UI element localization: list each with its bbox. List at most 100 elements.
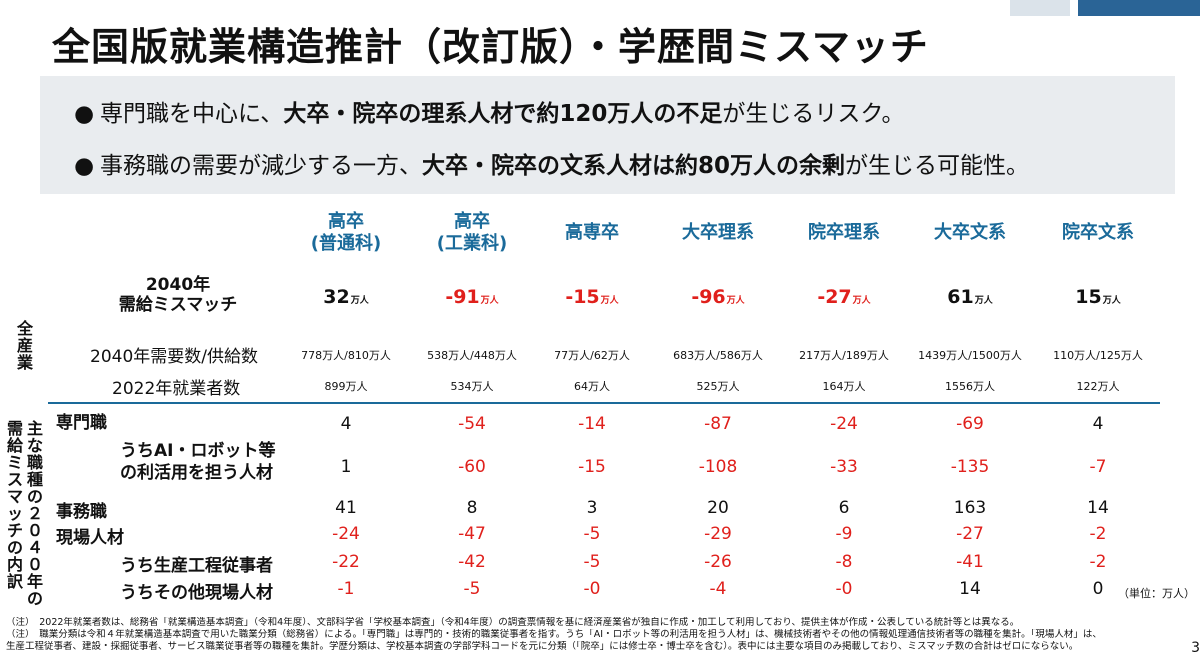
- mismatch-number: -96: [691, 286, 726, 308]
- mismatch-number: 15: [1075, 286, 1102, 308]
- table-cell-r1-hs-technical: -60: [458, 457, 486, 477]
- table-cell-r2-univ-humanities: 163: [953, 498, 987, 518]
- table-cell-r0-hs-general: 4: [340, 414, 352, 434]
- mismatch-number: -27: [817, 286, 852, 308]
- group-label-breakdown-1: 需給ミスマッチの内訳: [6, 419, 23, 591]
- mismatch-value-univ-humanities: 61万人: [910, 286, 1030, 308]
- row-label-professional: 専門職: [56, 413, 107, 433]
- mismatch-unit: 万人: [974, 296, 993, 306]
- mismatch-number: 61: [947, 286, 974, 308]
- bullet-dot-icon: ●: [74, 101, 95, 127]
- table-cell-r4-kosen: -5: [583, 552, 601, 572]
- column-header-line1: 院卒文系: [1062, 222, 1134, 243]
- employed-kosen: 64万人: [574, 380, 610, 393]
- column-header-line1: 高専卒: [565, 222, 619, 243]
- table-cell-r5-hs-technical: -5: [463, 579, 481, 599]
- table-cell-r5-kosen: -0: [583, 579, 601, 599]
- footnote-1: （注） 2022年就業者数は、総務省「就業構造基本調査」（令和4年度）、文部科学…: [6, 617, 1020, 628]
- column-header-hs-general: 高卒 (普通科): [286, 211, 406, 255]
- unit-note: （単位：万人）: [1118, 587, 1195, 600]
- demand-supply-univ-science: 683万人/586万人: [673, 349, 763, 362]
- column-header-line1: 院卒理系: [808, 222, 880, 243]
- table-cell-r3-hs-general: -24: [332, 524, 360, 544]
- table-cell-r5-grad-science: -0: [835, 579, 853, 599]
- mismatch-unit: 万人: [1102, 296, 1121, 306]
- page-number: 3: [1191, 640, 1200, 656]
- bullet-1-tail: が生じるリスク。: [722, 101, 905, 127]
- table-cell-r2-hs-general: 41: [335, 498, 357, 518]
- mismatch-value-hs-technical: -91万人: [412, 286, 532, 308]
- column-header-line1: 大卒理系: [682, 222, 754, 243]
- table-cell-r0-grad-humanities: 4: [1092, 414, 1104, 434]
- table-cell-r4-grad-humanities: -2: [1089, 552, 1107, 572]
- table-cell-r4-hs-general: -22: [332, 552, 360, 572]
- mismatch-value-kosen: -15万人: [532, 286, 652, 308]
- column-header-grad-science: 院卒理系: [784, 222, 904, 244]
- table-cell-r5-hs-general: -1: [337, 579, 355, 599]
- bullet-2-emphasis: 大卒・院卒の文系人材は約80万人の余剰: [422, 153, 846, 179]
- table-cell-r3-kosen: -5: [583, 524, 601, 544]
- row-label-field-workers: 現場人材: [56, 528, 124, 548]
- group-label-all-industry: 全産業: [16, 319, 33, 372]
- mismatch-value-grad-science: -27万人: [784, 286, 904, 308]
- table-cell-r2-grad-humanities: 14: [1087, 498, 1109, 518]
- table-cell-r2-hs-technical: 8: [466, 498, 478, 518]
- mismatch-unit: 万人: [350, 296, 369, 306]
- demand-supply-grad-humanities: 110万人/125万人: [1053, 349, 1143, 362]
- bullet-2-tail: が生じる可能性。: [845, 153, 1030, 179]
- summary-bullet-1: ● 専門職を中心に、大卒・院卒の理系人材で約120万人の不足が生じるリスク。: [74, 94, 905, 128]
- employed-hs-technical: 534万人: [450, 380, 494, 393]
- column-header-univ-science: 大卒理系: [658, 222, 778, 244]
- group-label-breakdown-2: 主な職種の２０４０年の: [26, 419, 43, 608]
- demand-supply-univ-humanities: 1439万人/1500万人: [918, 349, 1022, 362]
- mismatch-number: 32: [323, 286, 350, 308]
- mismatch-number: -15: [565, 286, 600, 308]
- column-header-kosen: 高専卒: [532, 222, 652, 244]
- summary-box: ● 専門職を中心に、大卒・院卒の理系人材で約120万人の不足が生じるリスク。 ● 事…: [40, 76, 1175, 194]
- mismatch-value-univ-science: -96万人: [658, 286, 778, 308]
- table-cell-r5-univ-humanities: 14: [959, 579, 981, 599]
- table-cell-r1-univ-science: -108: [698, 457, 738, 477]
- table-cell-r0-grad-science: -24: [830, 414, 858, 434]
- table-cell-r1-hs-general: 1: [340, 457, 352, 477]
- bullet-1-emphasis: 大卒・院卒の理系人材で約120万人の不足: [283, 101, 723, 127]
- footnote-2: （注） 職業分類は令和４年就業構造基本調査で用いた職業分類（総務省）による。「専…: [6, 629, 1102, 640]
- demand-supply-grad-science: 217万人/189万人: [799, 349, 889, 362]
- table-cell-r2-univ-science: 20: [707, 498, 729, 518]
- row-label-mismatch: 2040年 需給ミスマッチ: [108, 275, 248, 315]
- table-cell-r3-hs-technical: -47: [458, 524, 486, 544]
- column-header-line2: (工業科): [436, 233, 508, 254]
- table-cell-r1-grad-science: -33: [830, 457, 858, 477]
- employed-grad-humanities: 122万人: [1076, 380, 1120, 393]
- header-accent-bar-dark: [1078, 0, 1200, 16]
- table-cell-r2-grad-science: 6: [838, 498, 850, 518]
- mismatch-unit: 万人: [726, 296, 745, 306]
- column-header-line1: 高卒: [328, 211, 364, 232]
- row-label-mismatch-line1: 2040年: [145, 275, 211, 295]
- row-label-employed: 2022年就業者数: [112, 379, 241, 399]
- employed-hs-general: 899万人: [324, 380, 368, 393]
- demand-supply-kosen: 77万人/62万人: [554, 349, 630, 362]
- table-cell-r1-univ-humanities: -135: [950, 457, 990, 477]
- mismatch-unit: 万人: [600, 296, 619, 306]
- demand-supply-hs-technical: 538万人/448万人: [427, 349, 517, 362]
- employed-univ-science: 525万人: [696, 380, 740, 393]
- table-cell-r4-univ-science: -26: [704, 552, 732, 572]
- table-cell-r4-hs-technical: -42: [458, 552, 486, 572]
- row-label-ai-robot-line2: の利活用を担う人材: [120, 463, 273, 483]
- header-accent-bar-light: [1010, 0, 1070, 16]
- table-cell-r0-hs-technical: -54: [458, 414, 486, 434]
- row-label-demand-supply: 2040年需要数/供給数: [90, 347, 258, 367]
- table-cell-r5-grad-humanities: 0: [1092, 579, 1104, 599]
- row-label-other-field: うちその他現場人材: [120, 583, 273, 603]
- column-header-line1: 大卒文系: [934, 222, 1006, 243]
- mismatch-unit: 万人: [852, 296, 871, 306]
- table-cell-r1-kosen: -15: [578, 457, 606, 477]
- table-cell-r3-univ-humanities: -27: [956, 524, 984, 544]
- table-cell-r2-kosen: 3: [586, 498, 598, 518]
- mismatch-value-grad-humanities: 15万人: [1038, 286, 1158, 308]
- bullet-2-text: 事務職の需要が減少する一方、: [100, 153, 422, 179]
- table-cell-r4-grad-science: -8: [835, 552, 853, 572]
- table-cell-r1-grad-humanities: -7: [1089, 457, 1107, 477]
- table-cell-r0-univ-science: -87: [704, 414, 732, 434]
